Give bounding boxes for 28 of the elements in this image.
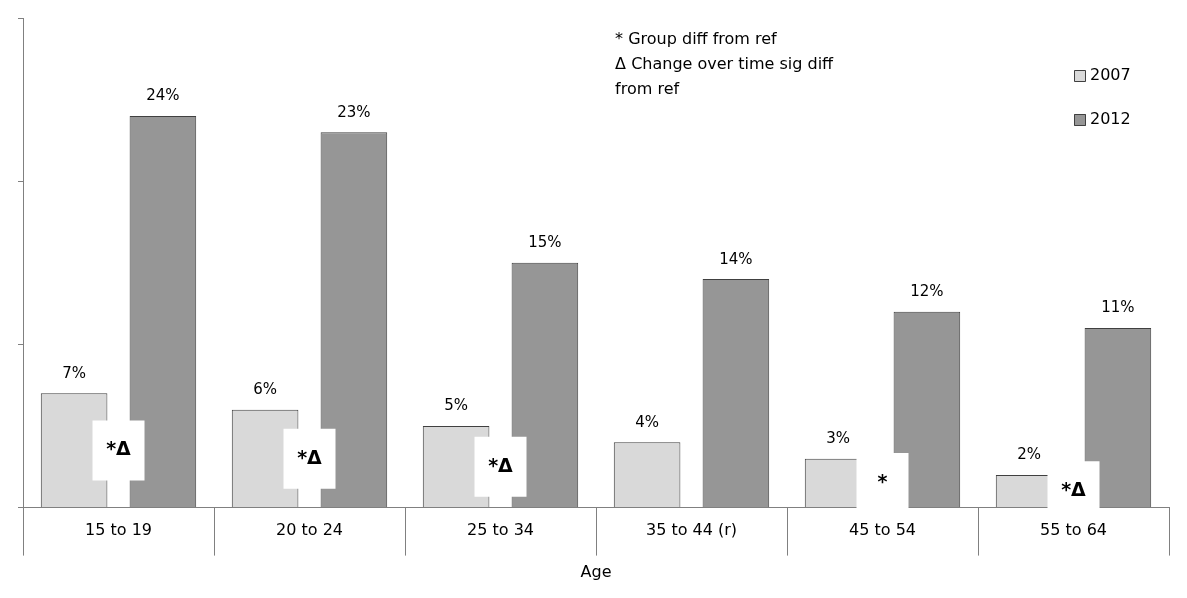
annotation: *Δ bbox=[106, 437, 132, 460]
data-label: 2% bbox=[1017, 445, 1041, 464]
x-tick-label: 25 to 34 bbox=[467, 520, 534, 540]
x-tick-label: 20 to 24 bbox=[276, 520, 343, 540]
data-label: 23% bbox=[337, 102, 371, 121]
x-tick-label: 15 to 19 bbox=[85, 520, 152, 540]
annotation: *Δ bbox=[488, 453, 514, 476]
x-tick-label: 55 to 64 bbox=[1040, 520, 1107, 540]
data-label: 24% bbox=[146, 86, 180, 105]
annotation: *Δ bbox=[1061, 478, 1087, 501]
data-label: 12% bbox=[910, 282, 944, 301]
data-label: 6% bbox=[253, 380, 277, 399]
annotation: * Group diff from ref bbox=[615, 29, 778, 49]
data-label: 11% bbox=[1101, 298, 1135, 317]
annotation: Δ Change over time sig diff from ref bbox=[615, 54, 835, 99]
data-label: 5% bbox=[444, 396, 468, 415]
data-label: 15% bbox=[528, 233, 562, 252]
legend-label: 2012 bbox=[1090, 109, 1131, 129]
data-label: 7% bbox=[62, 363, 86, 382]
data-label: 4% bbox=[635, 412, 659, 431]
legend-label: 2007 bbox=[1090, 65, 1131, 85]
x-axis-title: Age bbox=[580, 561, 612, 581]
data-label: 3% bbox=[826, 429, 850, 448]
annotation: *Δ bbox=[297, 445, 323, 468]
x-tick-label: 45 to 54 bbox=[849, 520, 916, 540]
x-tick-label: 35 to 44 (r) bbox=[645, 520, 738, 540]
annotation: * bbox=[877, 470, 888, 493]
data-label: 14% bbox=[719, 249, 753, 268]
